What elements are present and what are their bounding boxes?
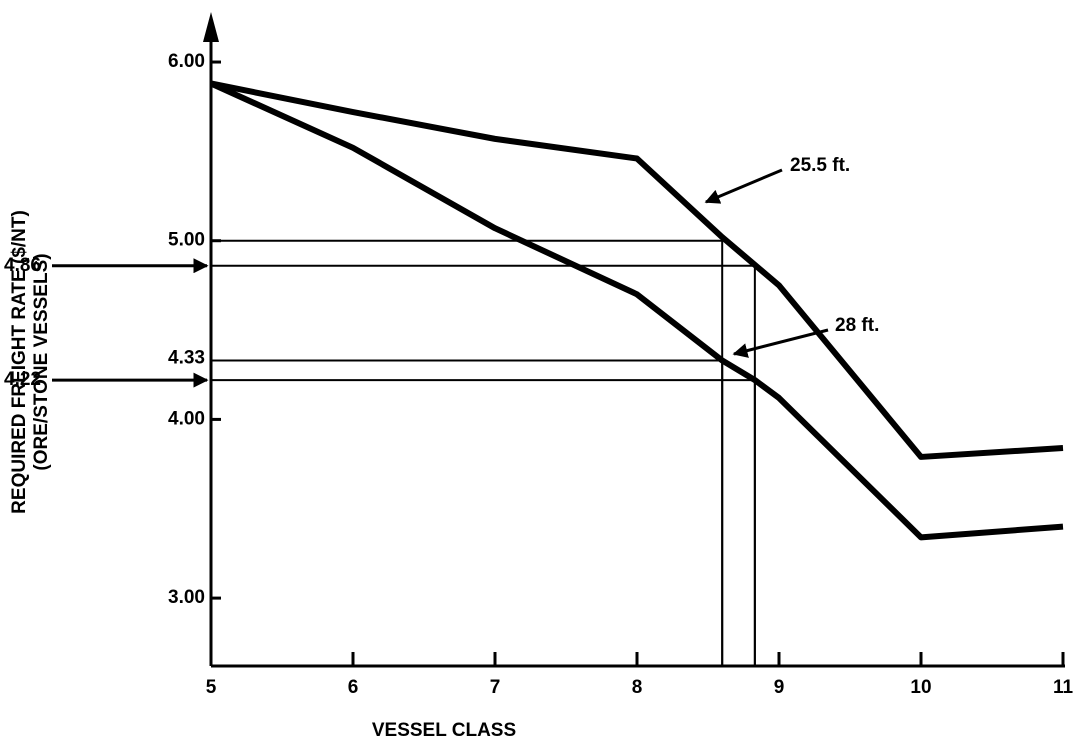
x-tick-label: 8 bbox=[632, 677, 643, 698]
series-annotation: 28 ft. bbox=[835, 315, 879, 336]
annotation-arrow bbox=[704, 168, 783, 204]
y-axis-label: (ORE/STONE VESSELS) bbox=[31, 253, 52, 470]
x-axis-label: VESSEL CLASS bbox=[372, 720, 516, 741]
annotation-arrow bbox=[732, 328, 829, 358]
y-tick-label: 6.00 bbox=[168, 51, 205, 72]
x-tick-label: 5 bbox=[206, 677, 217, 698]
x-tick-label: 6 bbox=[348, 677, 359, 698]
x-tick-label: 7 bbox=[490, 677, 501, 698]
series-annotation: 25.5 ft. bbox=[790, 155, 850, 176]
y-tick-label: 5.00 bbox=[168, 230, 205, 251]
y-axis-label: REQUIRED FREIGHT RATE ($/NT) bbox=[9, 210, 30, 514]
series-line bbox=[210, 80, 1064, 460]
x-tick-label: 11 bbox=[1053, 677, 1074, 698]
guide-label: 4.33 bbox=[168, 347, 205, 368]
y-tick-label: 3.00 bbox=[168, 587, 205, 608]
guide-label: 4.22 bbox=[4, 369, 41, 390]
y-axis-arrow bbox=[203, 12, 219, 42]
guide-label: 4.86 bbox=[4, 255, 41, 276]
series-line bbox=[209, 80, 1064, 541]
x-tick-label: 9 bbox=[774, 677, 785, 698]
x-tick-label: 10 bbox=[910, 677, 931, 698]
y-tick-label: 4.00 bbox=[168, 408, 205, 429]
